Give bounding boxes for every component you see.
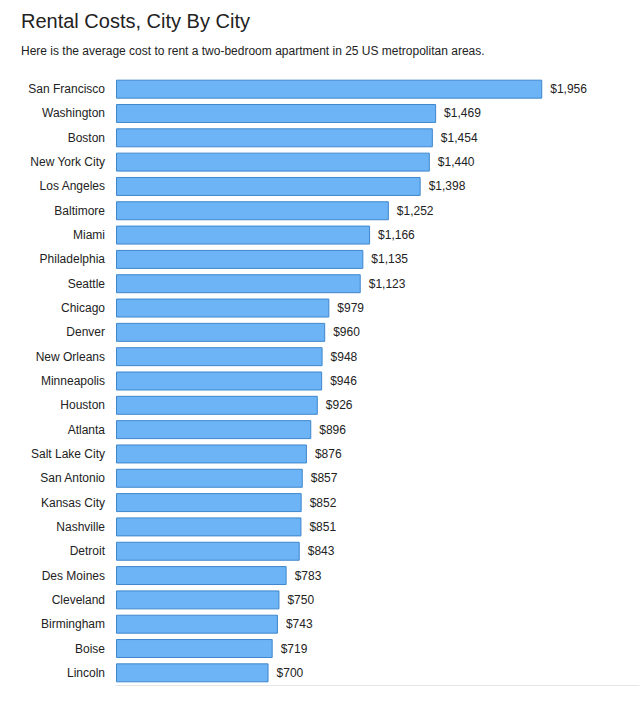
svg-text:$1,440: $1,440 [438, 155, 475, 169]
svg-text:$1,135: $1,135 [371, 252, 408, 266]
svg-text:$946: $946 [330, 374, 357, 388]
svg-text:$926: $926 [326, 398, 353, 412]
svg-text:$1,956: $1,956 [550, 82, 587, 96]
svg-text:Birmingham: Birmingham [41, 617, 105, 631]
svg-text:Chicago: Chicago [61, 301, 105, 315]
svg-text:Boise: Boise [75, 642, 105, 656]
svg-text:$1,252: $1,252 [397, 204, 434, 218]
svg-text:$700: $700 [277, 666, 304, 680]
svg-text:$979: $979 [337, 301, 364, 315]
svg-text:$857: $857 [311, 471, 338, 485]
svg-text:$852: $852 [310, 496, 337, 510]
svg-text:$719: $719 [281, 642, 308, 656]
svg-text:$783: $783 [295, 569, 322, 583]
svg-text:Los Angeles: Los Angeles [40, 179, 105, 193]
svg-text:$1,166: $1,166 [378, 228, 415, 242]
svg-text:Minneapolis: Minneapolis [41, 374, 105, 388]
svg-text:Boston: Boston [68, 131, 105, 145]
svg-text:$1,454: $1,454 [441, 131, 478, 145]
svg-text:Baltimore: Baltimore [54, 204, 105, 218]
svg-text:$876: $876 [315, 447, 342, 461]
svg-text:New Orleans: New Orleans [36, 350, 105, 364]
svg-text:Lincoln: Lincoln [67, 666, 105, 680]
svg-text:New York City: New York City [30, 155, 105, 169]
svg-text:Cleveland: Cleveland [52, 593, 105, 607]
svg-text:Here is the average cost to re: Here is the average cost to rent a two-b… [21, 44, 485, 58]
svg-text:$948: $948 [331, 350, 358, 364]
svg-text:Des Moines: Des Moines [42, 569, 105, 583]
svg-text:$960: $960 [333, 325, 360, 339]
svg-text:San Antonio: San Antonio [40, 471, 105, 485]
svg-text:Detroit: Detroit [70, 544, 106, 558]
svg-text:Miami: Miami [73, 228, 105, 242]
svg-text:Atlanta: Atlanta [68, 423, 106, 437]
svg-text:Houston: Houston [60, 398, 105, 412]
svg-text:Nashville: Nashville [56, 520, 105, 534]
svg-text:$851: $851 [309, 520, 336, 534]
svg-text:Washington: Washington [42, 106, 105, 120]
svg-text:Philadelphia: Philadelphia [40, 252, 106, 266]
svg-text:Denver: Denver [66, 325, 105, 339]
svg-text:$743: $743 [286, 617, 313, 631]
svg-text:$1,123: $1,123 [369, 277, 406, 291]
svg-text:San Francisco: San Francisco [28, 82, 105, 96]
svg-text:$1,469: $1,469 [444, 106, 481, 120]
svg-text:$1,398: $1,398 [429, 179, 466, 193]
svg-text:$896: $896 [319, 423, 346, 437]
svg-text:$750: $750 [287, 593, 314, 607]
svg-text:Seattle: Seattle [68, 277, 106, 291]
svg-text:Salt Lake City: Salt Lake City [31, 447, 105, 461]
svg-text:Kansas City: Kansas City [41, 496, 105, 510]
svg-text:$843: $843 [308, 544, 335, 558]
svg-text:Rental Costs, City By City: Rental Costs, City By City [21, 10, 250, 32]
